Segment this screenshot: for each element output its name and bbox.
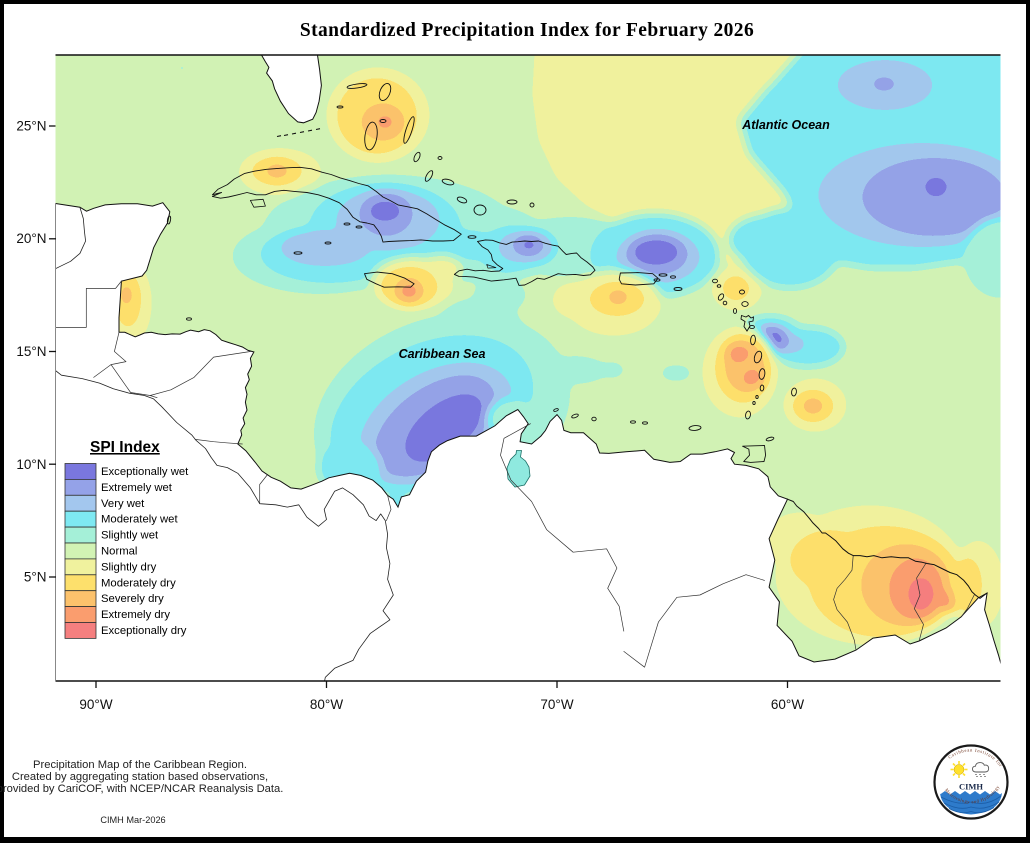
svg-text:Moderately wet: Moderately wet	[101, 514, 178, 526]
svg-text:Extremely wet: Extremely wet	[101, 482, 173, 494]
svg-text:Created by aggregating station: Created by aggregating station based obs…	[12, 771, 268, 783]
svg-text:Extremely dry: Extremely dry	[101, 609, 170, 621]
svg-text:20°N: 20°N	[16, 231, 46, 246]
svg-text:SPI Index: SPI Index	[90, 439, 160, 456]
svg-text:Caribbean Sea: Caribbean Sea	[399, 347, 486, 361]
svg-text:Precipitation Map of the Carib: Precipitation Map of the Caribbean Regio…	[33, 759, 247, 771]
svg-text:Moderately dry: Moderately dry	[101, 577, 176, 589]
svg-text:Atlantic Ocean: Atlantic Ocean	[741, 118, 830, 132]
svg-text:Slightly dry: Slightly dry	[101, 561, 157, 573]
svg-text:25°N: 25°N	[16, 119, 46, 134]
svg-text:70°W: 70°W	[540, 697, 573, 712]
svg-text:90°W: 90°W	[79, 697, 112, 712]
svg-text:Slightly wet: Slightly wet	[101, 530, 159, 542]
svg-text:CIMH: CIMH	[959, 782, 983, 792]
svg-text:Standardized Precipitation Ind: Standardized Precipitation Index for Feb…	[300, 20, 754, 41]
svg-text:10°N: 10°N	[16, 457, 46, 472]
svg-text:15°N: 15°N	[16, 344, 46, 359]
svg-text:Normal: Normal	[101, 546, 137, 558]
svg-text:Severely dry: Severely dry	[101, 593, 164, 605]
svg-text:5°N: 5°N	[24, 570, 47, 585]
svg-text:CIMH Mar-2026: CIMH Mar-2026	[100, 815, 165, 825]
svg-text:provided by CariCOF, with NCEP: provided by CariCOF, with NCEP/NCAR Rean…	[0, 783, 283, 795]
svg-text:Exceptionally wet: Exceptionally wet	[101, 466, 189, 478]
svg-text:80°W: 80°W	[310, 697, 343, 712]
svg-text:60°W: 60°W	[771, 697, 804, 712]
svg-text:Very wet: Very wet	[101, 498, 145, 510]
svg-text:Exceptionally dry: Exceptionally dry	[101, 625, 187, 637]
